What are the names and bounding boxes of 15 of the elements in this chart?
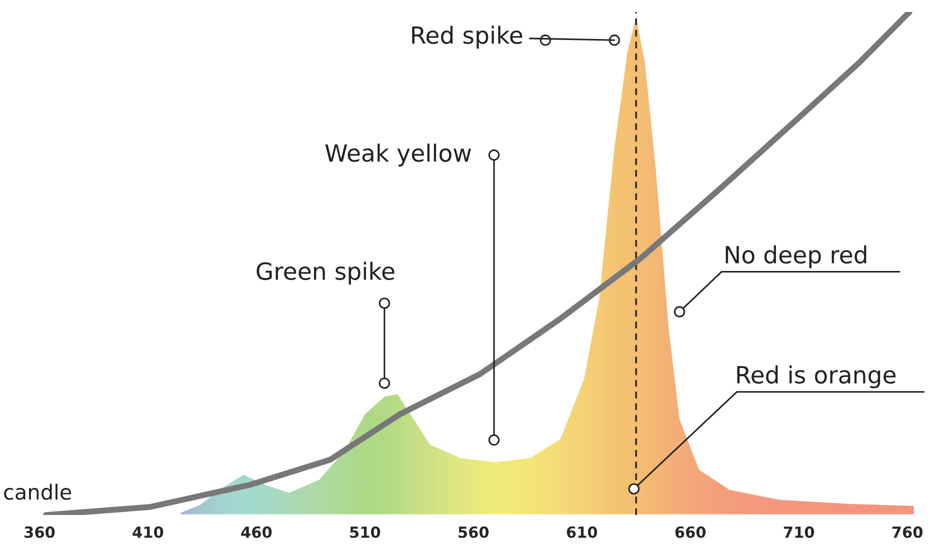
x-tick-label: 760 xyxy=(892,526,923,538)
x-tick-label: 560 xyxy=(458,526,489,538)
x-tick-label: 660 xyxy=(675,526,706,538)
x-tick-label: 360 xyxy=(24,526,55,538)
annotation: Red spike xyxy=(412,26,522,49)
x-tick-label: 460 xyxy=(241,526,272,538)
annotation: No deep red xyxy=(726,245,866,268)
x-tick-label: 610 xyxy=(566,526,598,538)
x-tick-label: 410 xyxy=(132,526,164,538)
x-tick-label: 710 xyxy=(784,526,814,538)
series-label: candle xyxy=(4,484,72,500)
x-tick-label: 510 xyxy=(350,526,380,538)
annotation: Weak yellow xyxy=(325,144,472,166)
annotation: Red is orange xyxy=(737,365,896,388)
annotation: Green spike xyxy=(256,262,394,285)
